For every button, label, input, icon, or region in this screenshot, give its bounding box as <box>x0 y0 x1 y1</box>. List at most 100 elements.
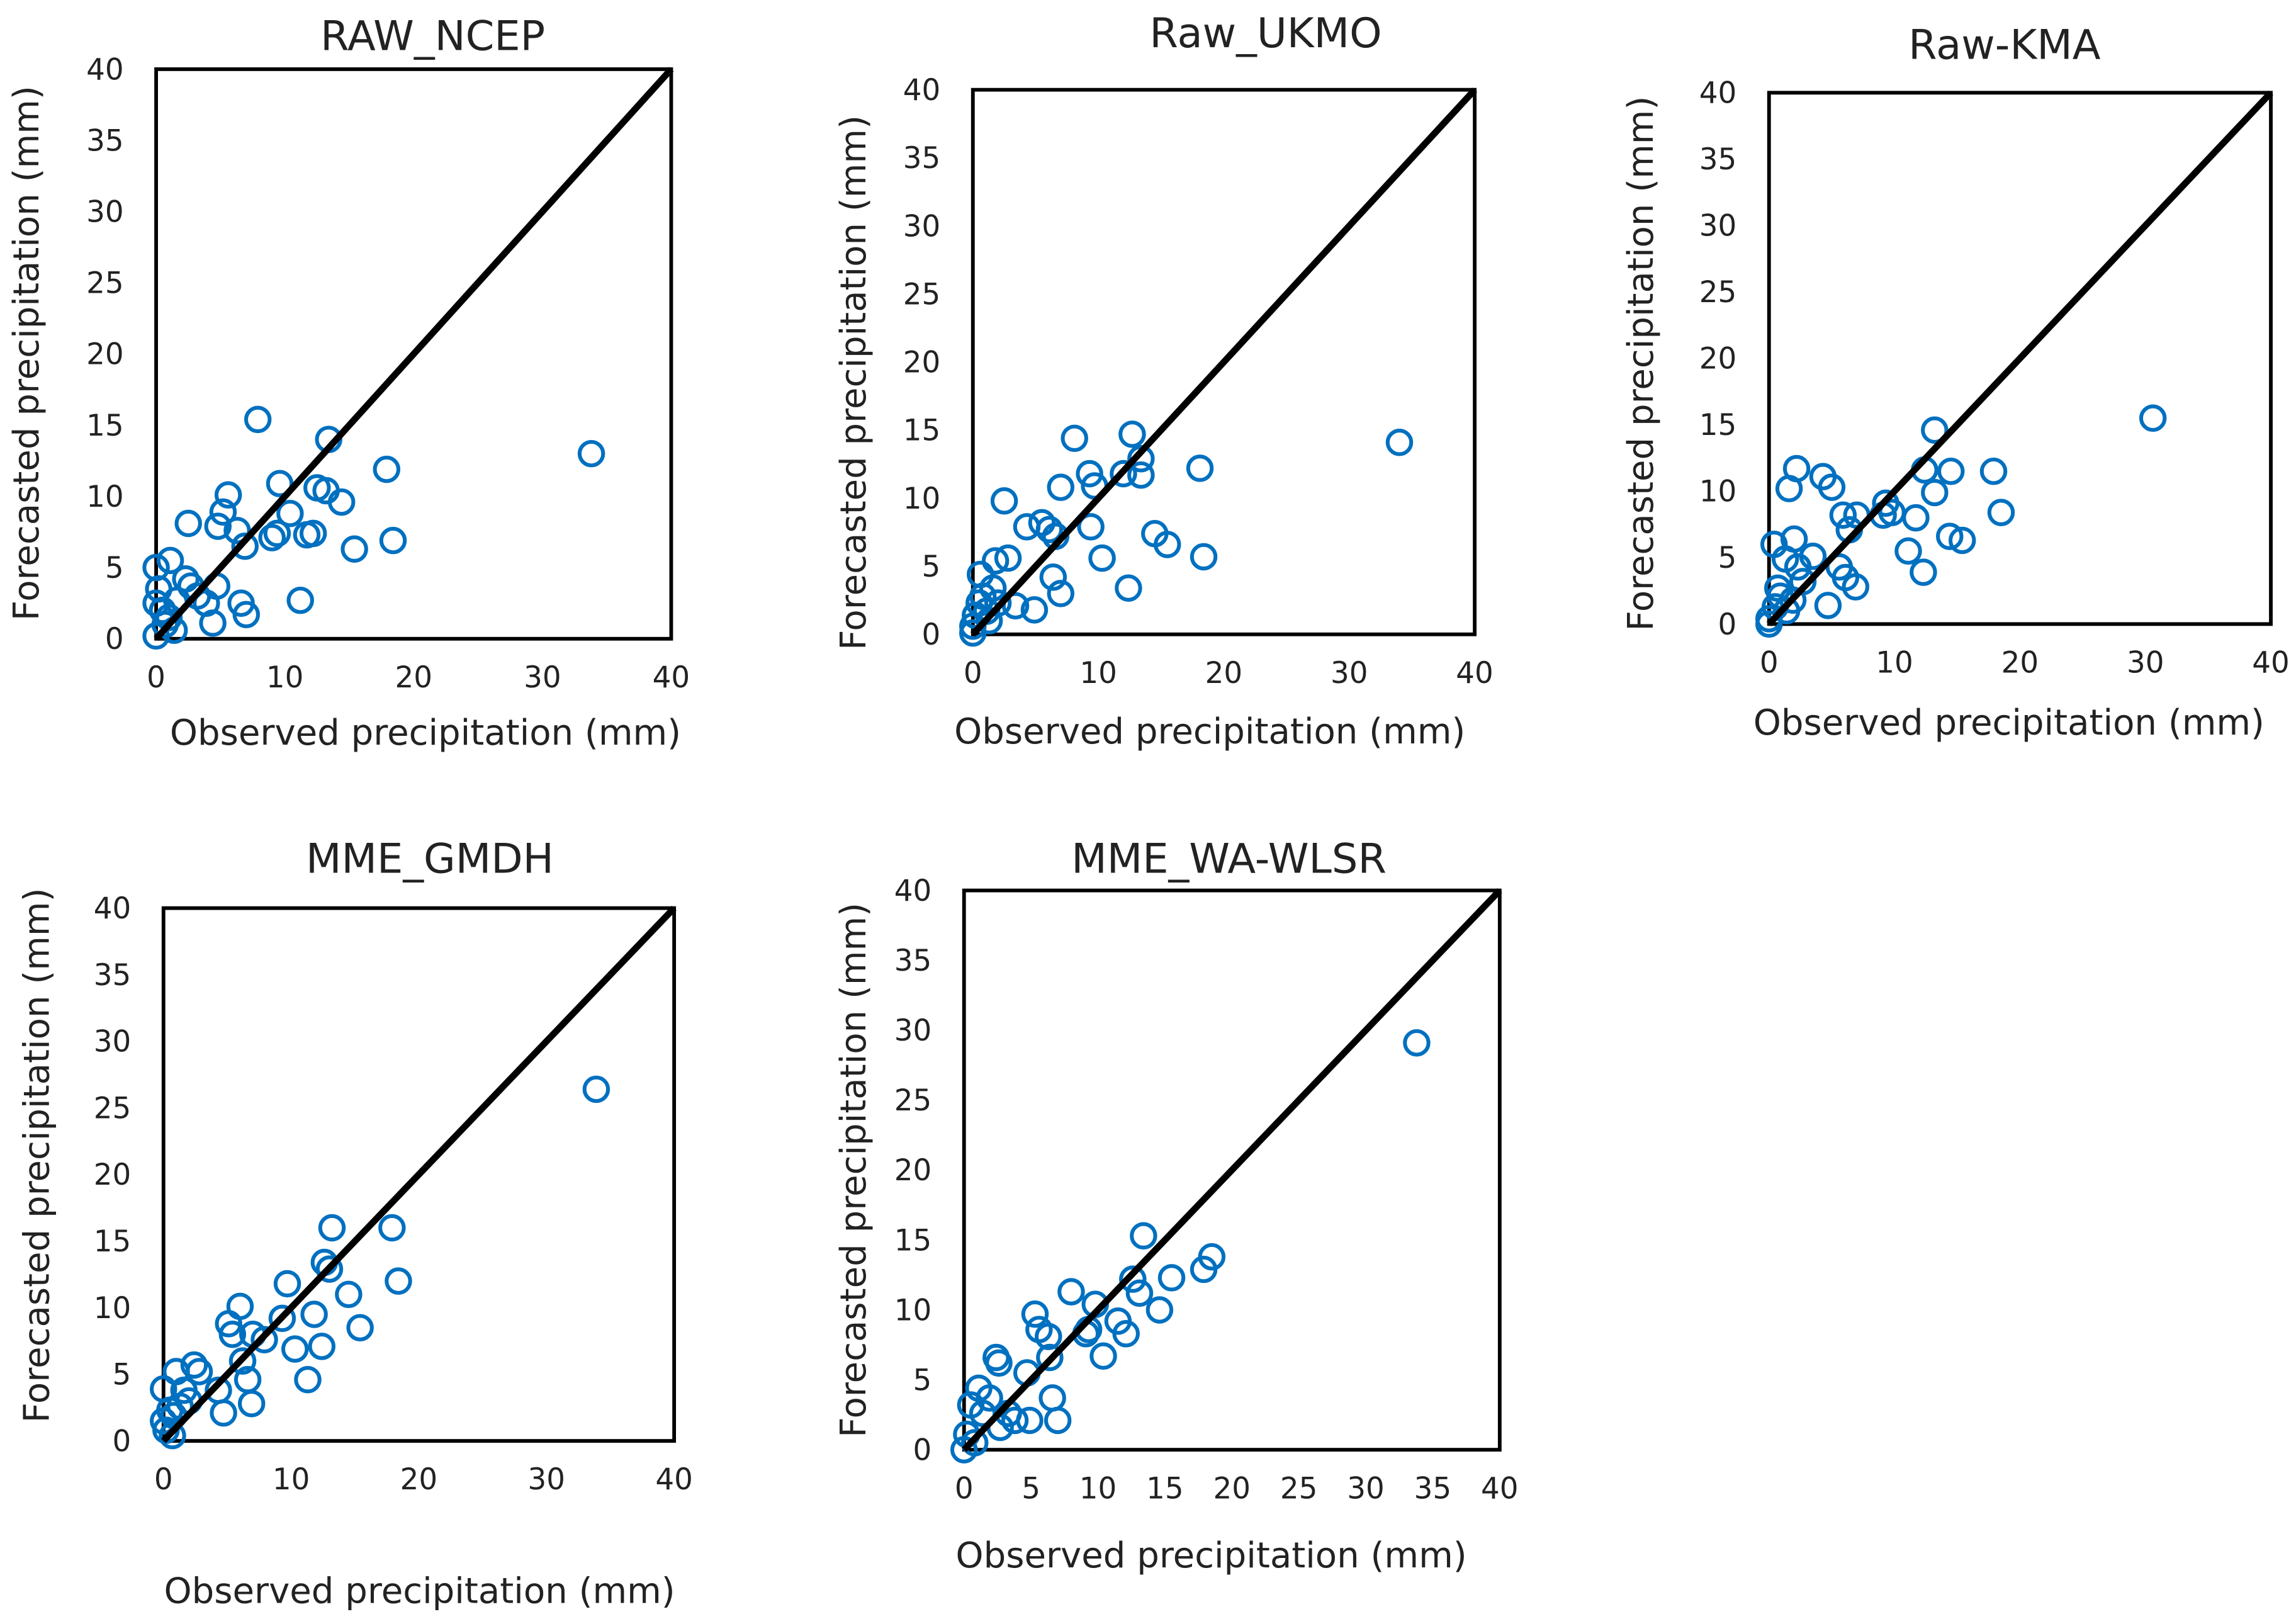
x-tick-label: 10 <box>1079 1472 1117 1506</box>
data-point <box>1987 499 2015 526</box>
data-point <box>1035 1323 1062 1350</box>
data-point <box>142 622 170 650</box>
plot-frame <box>1767 91 2273 626</box>
data-point <box>1829 501 1857 529</box>
data-point <box>1127 461 1155 489</box>
data-point <box>209 498 237 526</box>
data-point <box>1403 1029 1431 1057</box>
y-tick-label: 5 <box>922 550 941 584</box>
y-tick-label: 5 <box>113 1358 132 1392</box>
data-point <box>1038 1384 1066 1412</box>
data-point <box>1001 1406 1029 1435</box>
data-point <box>318 1214 346 1242</box>
data-point <box>266 470 294 497</box>
x-tick-label: 0 <box>154 1463 173 1497</box>
data-point <box>281 1335 309 1363</box>
y-tick-label: 30 <box>894 1014 932 1048</box>
x-tick-label: 40 <box>655 1463 692 1497</box>
data-point <box>1814 592 1842 619</box>
one-to-one-line <box>961 888 1502 1452</box>
y-tick-label: 40 <box>1699 77 1737 111</box>
x-tick-label: 35 <box>1414 1472 1452 1506</box>
data-point <box>204 512 232 540</box>
y-tick-label: 20 <box>1699 342 1737 376</box>
data-point <box>214 481 242 509</box>
y-tick-label: 35 <box>94 959 132 993</box>
data-point <box>1039 563 1067 591</box>
chart-title: MME_WA-WLSR <box>1071 835 1387 883</box>
y-axis-label: Forecasted precipitation (mm) <box>833 903 874 1438</box>
data-point <box>979 574 1007 602</box>
data-point <box>205 1376 232 1404</box>
data-point <box>1818 473 1846 501</box>
x-tick-label: 0 <box>147 661 166 695</box>
x-tick-label: 40 <box>2252 646 2290 680</box>
y-tick-label: 10 <box>894 1294 932 1328</box>
data-point <box>1775 475 1803 502</box>
y-tick-label: 0 <box>113 1424 132 1458</box>
data-point <box>1061 424 1088 453</box>
y-tick-label: 10 <box>1699 475 1737 509</box>
data-point <box>210 1399 237 1427</box>
data-point <box>379 526 407 555</box>
data-point <box>156 546 184 575</box>
chart-title: RAW_NCEP <box>320 12 545 60</box>
data-point <box>2139 404 2167 432</box>
data-point <box>232 601 261 629</box>
x-tick-label: 15 <box>1146 1472 1184 1506</box>
y-tick-label: 40 <box>903 74 941 108</box>
x-tick-label: 40 <box>653 661 690 695</box>
x-axis-label: Observed precipitation (mm) <box>1753 702 2265 743</box>
x-tick-label: 30 <box>1331 657 1368 691</box>
data-point <box>582 1075 611 1103</box>
one-to-one-line <box>160 906 677 1443</box>
data-point <box>1127 445 1155 473</box>
data-point <box>1948 526 1976 555</box>
x-tick-label: 0 <box>1760 646 1779 680</box>
data-point <box>1190 543 1218 571</box>
data-point <box>378 1214 406 1242</box>
data-point <box>1115 574 1142 602</box>
one-to-one-line <box>970 87 1477 637</box>
y-tick-label: 5 <box>105 551 124 585</box>
data-point <box>950 1436 978 1464</box>
data-point <box>231 532 259 560</box>
y-tick-label: 20 <box>86 338 124 372</box>
y-tick-label: 15 <box>94 1225 132 1259</box>
one-to-one-line <box>154 67 674 641</box>
data-point <box>273 1270 301 1298</box>
y-tick-label: 35 <box>1699 143 1737 177</box>
data-point <box>1057 1278 1085 1306</box>
data-point <box>1020 596 1049 624</box>
y-tick-label: 20 <box>903 346 941 380</box>
data-point <box>340 535 368 563</box>
data-point <box>1036 1343 1064 1372</box>
data-point <box>268 1304 296 1333</box>
data-point <box>276 499 304 527</box>
x-axis-label: Observed precipitation (mm) <box>954 711 1465 752</box>
data-point <box>1784 553 1812 581</box>
chart-title: Raw-KMA <box>1908 21 2101 69</box>
y-axis-label: Forecasted precipitation (mm) <box>16 888 57 1423</box>
data-point <box>1130 1222 1157 1250</box>
data-point <box>294 1365 322 1394</box>
y-tick-label: 20 <box>94 1158 132 1192</box>
data-point <box>1125 1279 1154 1307</box>
data-point <box>1119 1265 1147 1293</box>
data-point <box>1047 580 1075 607</box>
x-tick-label: 20 <box>1205 657 1243 691</box>
x-tick-label: 25 <box>1280 1472 1318 1506</box>
plot-frame <box>161 906 677 1443</box>
data-point <box>226 1292 254 1321</box>
x-tick-label: 20 <box>395 661 432 695</box>
data-point <box>1936 522 1964 550</box>
data-point <box>577 439 605 468</box>
data-point <box>166 1392 194 1420</box>
data-point <box>1047 473 1075 501</box>
data-point <box>1979 457 2008 485</box>
y-tick-label: 0 <box>1718 608 1737 642</box>
x-tick-label: 30 <box>528 1463 565 1497</box>
data-point <box>1021 1300 1049 1328</box>
plot-frame <box>971 87 1477 636</box>
data-point <box>1089 1342 1117 1370</box>
